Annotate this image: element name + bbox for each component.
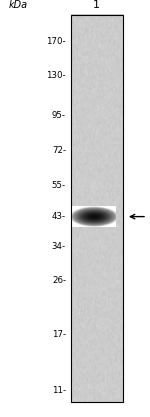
Text: 43-: 43- (52, 212, 66, 221)
Bar (70, 15, 123, 402)
Text: 130-: 130- (46, 71, 66, 80)
Text: 17-: 17- (52, 330, 66, 339)
Text: 95-: 95- (52, 111, 66, 120)
Text: 11-: 11- (52, 386, 66, 395)
Text: 170-: 170- (46, 37, 66, 46)
Text: 55-: 55- (52, 181, 66, 190)
Text: 26-: 26- (52, 276, 66, 285)
Text: 34-: 34- (52, 242, 66, 251)
Text: 1: 1 (93, 0, 100, 10)
Text: kDa: kDa (8, 0, 28, 10)
Text: 72-: 72- (52, 146, 66, 156)
